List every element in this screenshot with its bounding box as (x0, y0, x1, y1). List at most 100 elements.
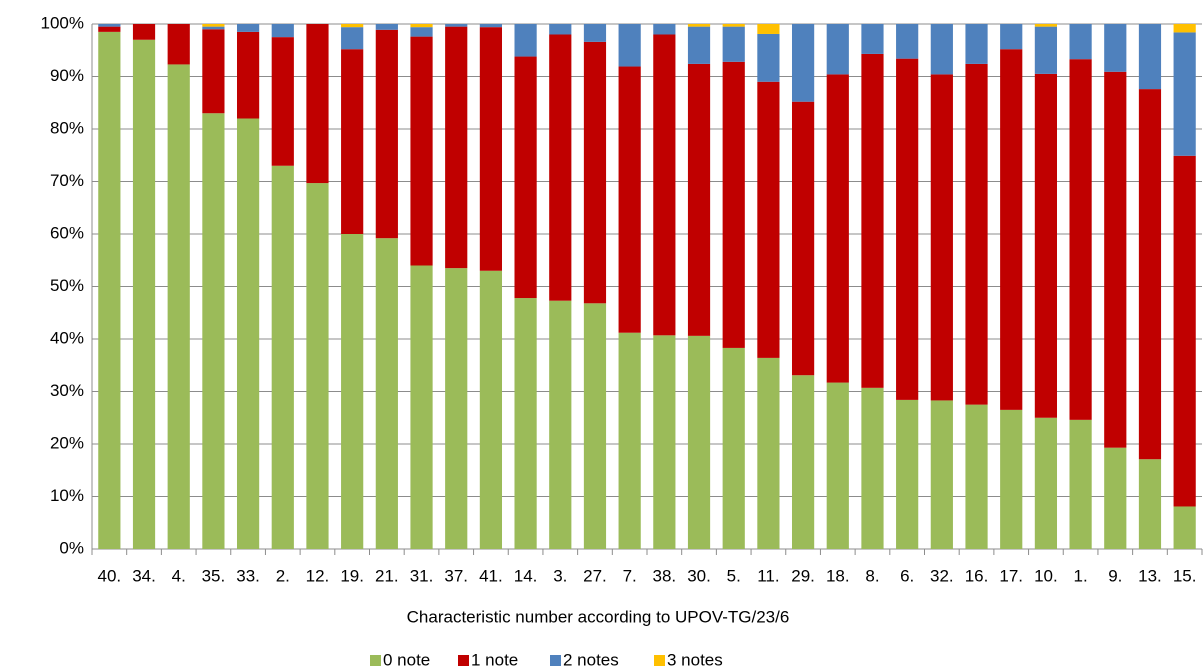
bar-segment (1034, 73, 1058, 418)
bar-segment (341, 27, 364, 50)
x-tick-label: 32. (930, 566, 954, 585)
bar-segment (1104, 71, 1127, 448)
x-axis-title: Characteristic number according to UPOV-… (407, 607, 790, 626)
bar-segment (445, 24, 468, 27)
bar-segment (896, 399, 919, 549)
bar-segment (445, 26, 468, 269)
bar-segment (687, 63, 711, 336)
bar-segment (653, 34, 676, 336)
bar-segment (930, 24, 953, 75)
bar-segment (826, 74, 849, 383)
x-tick-label: 1. (1074, 566, 1088, 585)
bar-segment (375, 24, 398, 30)
bar-segment (722, 24, 745, 27)
bar-segment (965, 404, 988, 549)
bar-segment (930, 400, 953, 549)
bar-segment (757, 81, 780, 358)
bar-segment (826, 382, 849, 549)
y-tick-label: 60% (50, 223, 84, 242)
bar-segment (479, 24, 503, 28)
y-tick-label: 100% (41, 13, 84, 32)
bar-segment (1034, 24, 1058, 27)
y-tick-label: 90% (50, 66, 84, 85)
x-tick-label: 14. (514, 566, 538, 585)
bar-segment (687, 26, 711, 64)
bar-segment (757, 357, 780, 549)
x-tick-label: 41. (479, 566, 503, 585)
bar-segment (826, 24, 849, 75)
bar-segment (98, 24, 121, 27)
x-tick-label: 2. (276, 566, 290, 585)
bar-segment (722, 61, 745, 348)
bar-segment (1138, 459, 1162, 549)
y-tick-label: 50% (50, 276, 84, 295)
bar-segment (1069, 24, 1092, 60)
bar-segment (1104, 447, 1127, 549)
bar-segment (896, 58, 919, 400)
bar-segment (861, 53, 884, 388)
x-tick-label: 21. (375, 566, 399, 585)
bar-segment (1000, 24, 1023, 50)
bar-segment (861, 387, 884, 549)
bar-segment (722, 347, 745, 549)
bar-segment (410, 27, 433, 37)
x-tick-label: 16. (965, 566, 989, 585)
bar-segment (306, 24, 329, 184)
x-tick-label: 29. (791, 566, 815, 585)
bar-segment (98, 31, 121, 549)
bar-segment (896, 24, 919, 59)
bar-segment (202, 26, 225, 30)
bar-segment (236, 31, 260, 119)
bar-segment (791, 375, 815, 549)
bar-segment (132, 39, 156, 549)
bar-segment (583, 24, 607, 42)
y-tick-label: 80% (50, 118, 84, 137)
bar-segment (445, 268, 468, 549)
bar-segment (271, 37, 294, 166)
x-tick-label: 7. (623, 566, 637, 585)
bar-segment (1173, 155, 1196, 507)
bar-segment (1000, 409, 1023, 549)
bar-segment (375, 238, 398, 549)
legend-label: 3 notes (667, 650, 723, 669)
bar-segment (341, 234, 364, 549)
bar-segment (687, 24, 711, 27)
x-tick-label: 13. (1138, 566, 1162, 585)
x-tick-label: 38. (653, 566, 677, 585)
bar-segment (410, 265, 433, 549)
bar-segment (514, 24, 537, 57)
bar-segment (757, 24, 780, 34)
bar-segment (167, 64, 190, 550)
bar-segment (1069, 59, 1092, 420)
bar-segment (1138, 89, 1162, 460)
bar-segment (618, 66, 641, 333)
x-tick-label: 5. (727, 566, 741, 585)
bar-segment (132, 24, 156, 40)
y-tick-label: 10% (50, 486, 84, 505)
y-tick-label: 40% (50, 328, 84, 347)
x-tick-label: 40. (98, 566, 122, 585)
bar-segment (410, 24, 433, 28)
x-tick-label: 17. (999, 566, 1023, 585)
y-tick-label: 70% (50, 171, 84, 190)
bar-segment (791, 24, 815, 102)
bar-segment (271, 165, 294, 549)
x-tick-label: 34. (132, 566, 156, 585)
bar-segment (965, 24, 988, 64)
bar-segment (549, 24, 572, 35)
bar-segment (1069, 419, 1092, 549)
bar-segment (549, 300, 572, 549)
x-tick-label: 19. (340, 566, 364, 585)
bar-segment (757, 33, 780, 82)
bar-segment (202, 113, 225, 549)
bar-segment (341, 49, 364, 235)
bar-segment (514, 56, 537, 299)
x-tick-label: 10. (1034, 566, 1058, 585)
legend-label: 0 note (383, 650, 430, 669)
bar-segment (930, 74, 953, 401)
y-tick-label: 20% (50, 433, 84, 452)
legend-swatch (458, 655, 469, 666)
bar-segment (514, 298, 537, 549)
x-tick-label: 18. (826, 566, 850, 585)
